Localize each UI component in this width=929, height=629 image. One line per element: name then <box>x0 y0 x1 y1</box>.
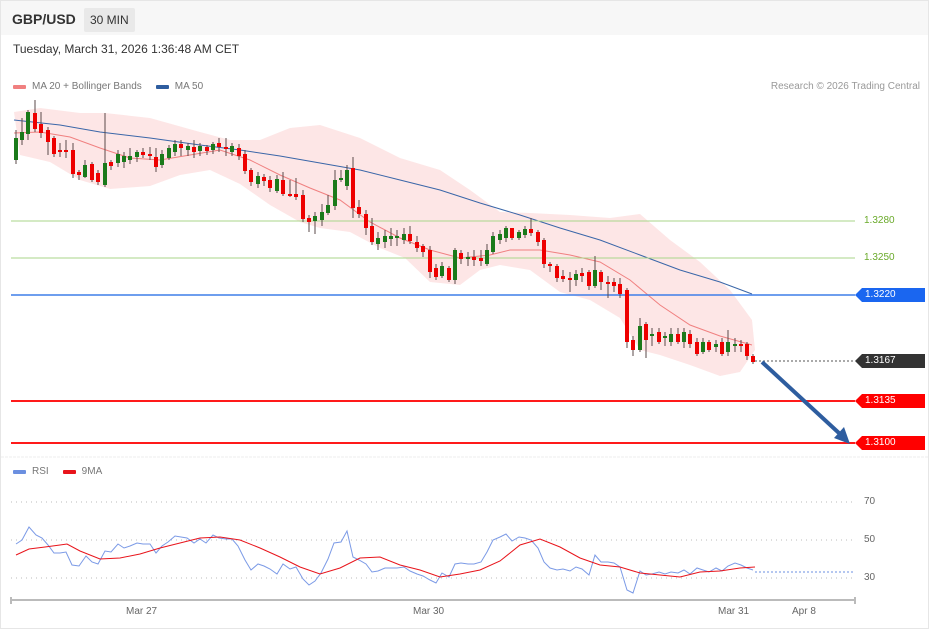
rsi-swatch-icon <box>13 469 26 474</box>
price-tag-1-3167 <box>855 354 925 368</box>
9ma-swatch-icon <box>62 469 76 474</box>
level-label-1-3220: 1.3220 <box>865 289 896 300</box>
price-tag-1-3100 <box>855 436 925 450</box>
price-tag-1-3135 <box>855 394 925 408</box>
rsi-legend: RSI 9MA <box>13 466 102 477</box>
x-label-mar31: Mar 31 <box>718 606 750 617</box>
forecast-arrow <box>760 360 842 436</box>
rsi-line <box>15 526 754 594</box>
timestamp: Tuesday, March 31, 2026 1:36:48 AM CET <box>13 42 240 56</box>
level-label-1-3100: 1.3100 <box>865 437 896 448</box>
x-label-mar30: Mar 30 <box>413 606 445 617</box>
rsi-label-50: 50 <box>864 534 876 545</box>
level-label-1-3250: 1.3250 <box>864 252 895 263</box>
level-label-1-3280: 1.3280 <box>864 215 895 226</box>
legend-ma50-label: MA 50 <box>174 81 204 92</box>
rsi-9ma-line <box>15 536 756 578</box>
ma20-swatch-icon <box>13 84 26 89</box>
level-label-1-3135: 1.3135 <box>865 395 896 406</box>
ma50-swatch-icon <box>155 84 169 89</box>
legend-rsi-label: RSI <box>32 466 49 477</box>
copyright: Research © 2026 Trading Central <box>770 81 920 92</box>
main-legend: MA 20 + Bollinger Bands MA 50 <box>13 81 203 92</box>
legend-9ma-label: 9MA <box>81 466 103 477</box>
symbol-title: GBP/USD <box>12 11 76 27</box>
legend-ma20-label: MA 20 + Bollinger Bands <box>32 81 142 92</box>
ma50-line <box>13 119 753 295</box>
rsi-label-70: 70 <box>864 496 876 507</box>
x-label-apr8: Apr 8 <box>792 606 816 617</box>
forecast-arrowhead-icon <box>834 427 850 444</box>
rsi-label-30: 30 <box>864 572 876 583</box>
candles <box>14 100 755 364</box>
price-tag-1-3220 <box>855 288 925 302</box>
x-label-mar27: Mar 27 <box>126 606 158 617</box>
interval-button[interactable]: 30 MIN <box>84 8 135 32</box>
last-price-label: 1.3167 <box>865 355 896 366</box>
chart-header: GBP/USD 30 MIN <box>1 1 928 35</box>
